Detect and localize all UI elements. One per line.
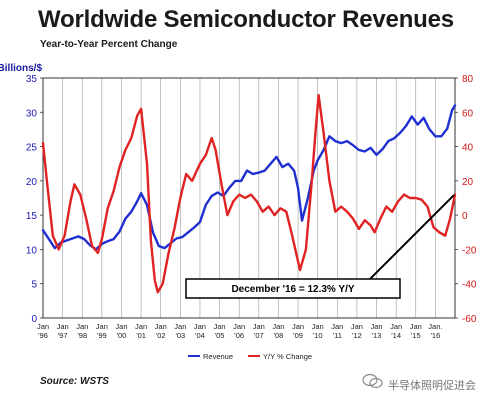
- right-tick-label: 80: [462, 74, 474, 85]
- x-tick-label: Jan: [331, 322, 343, 331]
- legend: Revenue Y/Y % Change: [188, 352, 312, 361]
- x-tick-label: '03: [175, 331, 185, 340]
- x-tick-label: '04: [195, 331, 205, 340]
- x-tick-label: '11: [333, 331, 342, 340]
- x-tick-label: Jan.: [428, 322, 442, 331]
- x-tick-label: '09: [293, 331, 303, 340]
- annotation-text: December '16 = 12.3% Y/Y: [231, 284, 354, 295]
- right-tick-label: -60: [462, 314, 477, 325]
- left-axis-title: Billions/$: [0, 63, 42, 74]
- wechat-icon: [362, 373, 383, 389]
- right-tick-label: 40: [462, 143, 474, 154]
- x-tick-label: '96: [38, 331, 48, 340]
- yoy-change-line: [41, 93, 457, 294]
- chart-title: Worldwide Semiconductor Revenues: [38, 6, 454, 33]
- x-tick-label: Jan: [174, 322, 186, 331]
- x-tick-label: '12: [352, 331, 362, 340]
- x-tick-label: Jan: [351, 322, 363, 331]
- x-tick-label: Jan: [155, 322, 167, 331]
- x-tick-label: '00: [117, 331, 127, 340]
- revenue-line: [41, 104, 457, 251]
- x-tick-label: '10: [313, 331, 323, 340]
- annotation-layer: December '16 = 12.3% Y/Y: [185, 194, 455, 299]
- x-tick-label: '13: [372, 331, 382, 340]
- x-tick-label: Jan: [233, 322, 245, 331]
- x-tick-label: Jan: [370, 322, 382, 331]
- x-tick-label: '97: [58, 331, 68, 340]
- legend-revenue-label: Revenue: [203, 352, 233, 361]
- x-tick-label: Jan: [312, 322, 324, 331]
- left-tick-label: 30: [26, 108, 38, 119]
- right-tick-label: 60: [462, 108, 474, 119]
- chart-subtitle: Year-to-Year Percent Change: [40, 39, 178, 50]
- x-tick-label: Jan: [115, 322, 127, 331]
- x-tick-label: Jan: [214, 322, 226, 331]
- left-tick-label: 25: [26, 143, 38, 154]
- x-tick-label: '06: [234, 331, 244, 340]
- x-tick-label: '98: [77, 331, 87, 340]
- x-tick-label: Jan: [57, 322, 69, 331]
- annotation-box: [185, 278, 401, 299]
- x-tick-label: '01: [136, 331, 146, 340]
- x-tick-label: Jan: [96, 322, 108, 331]
- x-tick-label: '02: [156, 331, 166, 340]
- legend-yoy-label: Y/Y % Change: [263, 352, 312, 361]
- axis-layer: Jan'96Jan'97Jan'98Jan'99Jan'00Jan'01Jan'…: [0, 63, 477, 340]
- right-tick-label: -20: [462, 245, 477, 256]
- x-tick-label: '07: [254, 331, 264, 340]
- x-tick-label: Jan: [194, 322, 206, 331]
- left-tick-label: 35: [26, 74, 38, 85]
- x-tick-label: Jan: [135, 322, 147, 331]
- series-layer: [41, 93, 457, 294]
- right-tick-label: 0: [462, 211, 468, 222]
- x-tick-label: Jan: [292, 322, 304, 331]
- annotation-leader-line: [369, 194, 455, 280]
- watermark-text: 半导体照明促进会: [388, 380, 476, 392]
- x-tick-label: '14: [391, 331, 401, 340]
- x-tick-label: Jan: [390, 322, 402, 331]
- source-note: Source: WSTS: [40, 376, 109, 387]
- right-tick-label: -40: [462, 280, 477, 291]
- left-tick-label: 20: [26, 177, 38, 188]
- left-tick-label: 0: [31, 314, 37, 325]
- x-tick-label: Jan: [76, 322, 88, 331]
- x-tick-label: Jan: [410, 322, 422, 331]
- x-tick-label: '16: [430, 331, 440, 340]
- x-tick-label: '08: [274, 331, 284, 340]
- left-tick-label: 5: [31, 280, 37, 291]
- x-tick-label: Jan: [37, 322, 49, 331]
- right-tick-label: 20: [462, 177, 474, 188]
- x-tick-label: '99: [97, 331, 107, 340]
- x-tick-label: Jan: [253, 322, 265, 331]
- left-tick-label: 10: [26, 245, 38, 256]
- x-tick-label: '05: [215, 331, 225, 340]
- x-tick-label: Jan: [272, 322, 284, 331]
- x-tick-label: '15: [411, 331, 421, 340]
- left-tick-label: 15: [26, 211, 38, 222]
